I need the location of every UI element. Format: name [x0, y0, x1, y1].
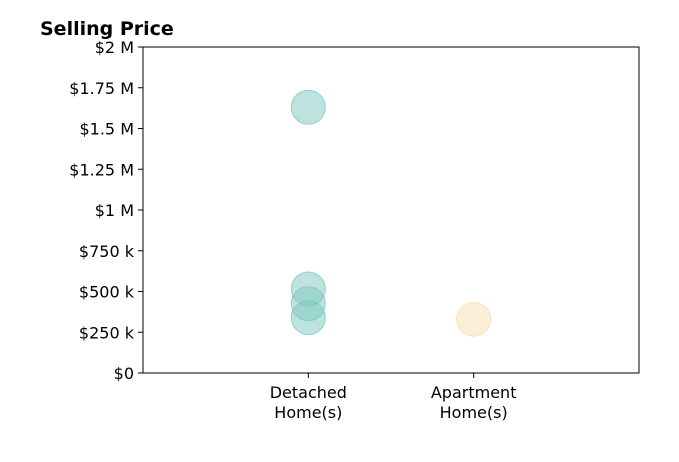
y-tick-label: $500 k — [79, 283, 135, 302]
data-point — [456, 301, 492, 337]
x-tick-label: Apartment — [431, 383, 517, 402]
x-tick-label: Home(s) — [274, 403, 342, 422]
data-points — [290, 89, 492, 337]
chart-title: Selling Price — [40, 18, 174, 40]
x-tick-label: Detached — [270, 383, 347, 402]
x-tick-label: Home(s) — [440, 403, 508, 422]
data-point — [290, 300, 326, 336]
y-axis: $0 $250 k $500 k $750 k $1 M $1.25 M $1.5 M $1.… — [69, 38, 143, 383]
y-tick-label: $1.75 M — [69, 79, 134, 98]
y-tick-label: $1.25 M — [69, 160, 134, 179]
data-point — [290, 89, 326, 125]
y-tick-label: $0 — [114, 364, 134, 383]
y-tick-label: $2 M — [95, 38, 134, 57]
y-tick-label: $750 k — [79, 242, 135, 261]
y-tick-label: $1.5 M — [79, 120, 134, 139]
y-tick-label: $250 k — [79, 323, 135, 342]
plot-area-frame — [142, 46, 640, 374]
y-tick-label: $1 M — [95, 201, 134, 220]
